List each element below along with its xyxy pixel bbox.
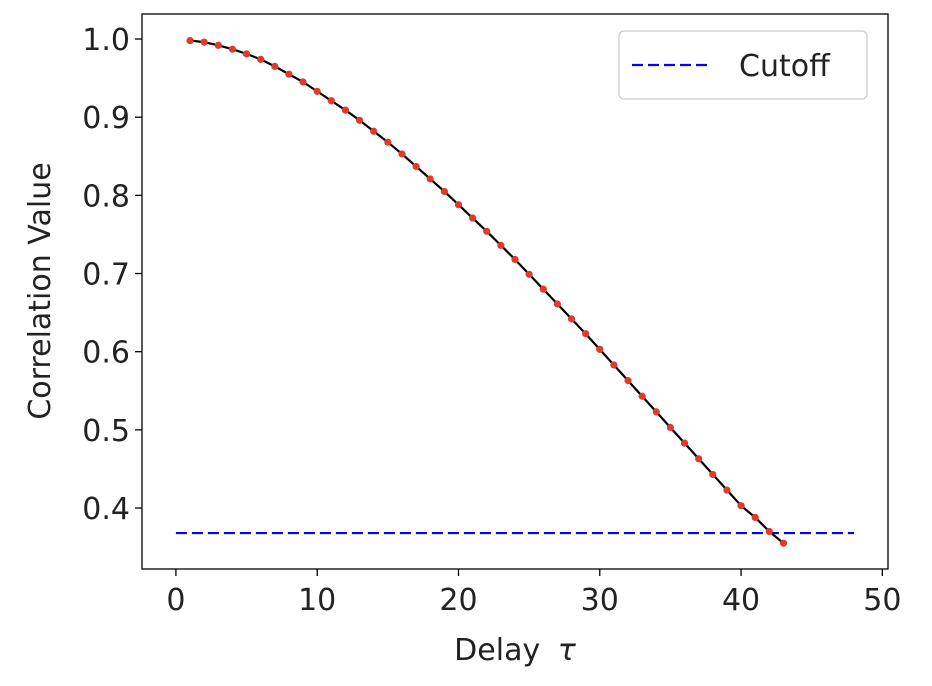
correlation-point (214, 41, 222, 49)
correlation-point (539, 285, 547, 293)
y-tick-label: 0.7 (82, 258, 130, 293)
x-tick-label: 40 (722, 583, 760, 618)
correlation-point (582, 330, 590, 338)
correlation-point (525, 270, 533, 278)
plot-frame (141, 13, 889, 570)
correlation-point (299, 78, 307, 86)
correlation-point (412, 162, 420, 171)
x-axis-label-text: Delay (454, 633, 540, 668)
correlation-point (398, 150, 406, 158)
correlation-point (666, 423, 675, 432)
correlation-point (271, 62, 279, 70)
y-tick-label: 0.6 (82, 336, 130, 371)
correlation-point (624, 377, 632, 385)
x-tick-label: 10 (298, 583, 336, 618)
correlation-point (355, 116, 364, 124)
correlation-point (370, 127, 378, 135)
correlation-point (313, 87, 321, 95)
correlation-point (511, 255, 519, 264)
correlation-point (553, 300, 561, 308)
correlation-point (751, 513, 759, 522)
correlation-point (384, 138, 392, 146)
x-tick-label: 0 (166, 583, 185, 618)
x-tick-label: 20 (439, 583, 477, 618)
correlation-point (341, 106, 350, 114)
y-tick-label: 1.0 (82, 23, 130, 58)
y-tick-label: 0.4 (82, 492, 130, 527)
correlation-point (186, 36, 194, 45)
y-axis-label: Correlation Value (23, 162, 58, 419)
correlation-point (723, 486, 731, 494)
correlation-point (426, 175, 434, 183)
correlation-point (709, 470, 717, 479)
plot-area (142, 14, 888, 569)
legend-box (618, 30, 868, 100)
correlation-point (596, 345, 604, 353)
y-tick-label: 0.9 (82, 101, 130, 136)
x-tick-label: 50 (863, 583, 901, 618)
series-layer (175, 36, 855, 547)
correlation-point (242, 50, 251, 58)
correlation-point (680, 439, 689, 447)
y-tick-label: 0.5 (82, 414, 130, 449)
correlation-point (483, 227, 491, 235)
correlation-point (497, 241, 505, 249)
correlation-point (228, 45, 237, 53)
correlation-point (737, 502, 745, 510)
correlation-point (454, 201, 463, 209)
ticks-layer: 0 10 20 30 40 50 0.4 0.5 0.6 0.7 0.8 0.9 1.0 (82, 23, 901, 618)
correlation-point (567, 315, 576, 323)
correlation-point (638, 392, 646, 400)
correlation-point (440, 187, 448, 196)
correlation-point (200, 38, 208, 46)
correlation-point (257, 55, 265, 63)
legend-label-cutoff: Cutoff (739, 49, 831, 84)
correlation-point (652, 408, 660, 416)
x-axis-label-symbol: τ (558, 633, 577, 668)
correlation-point (695, 455, 703, 463)
correlation-point (327, 97, 335, 105)
legend: Cutoff (618, 30, 868, 100)
correlation-point (610, 361, 618, 369)
correlation-point (469, 214, 477, 222)
correlation-point (285, 70, 293, 78)
y-tick-label: 0.8 (82, 179, 130, 214)
x-tick-label: 30 (581, 583, 619, 618)
x-axis-label: Delay τ (454, 633, 577, 668)
correlation-point (779, 539, 788, 547)
correlation-point (765, 527, 773, 536)
